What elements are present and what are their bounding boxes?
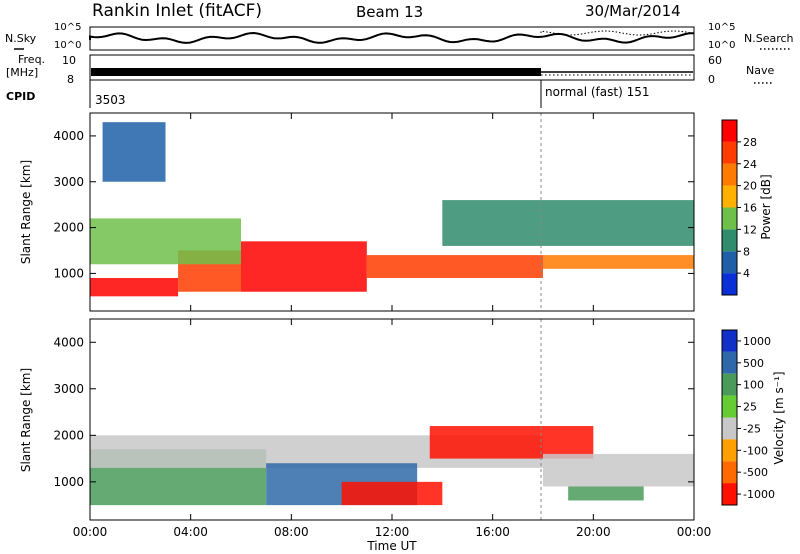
power-region-3 [366, 255, 543, 278]
nsearch-label: N.Search [744, 32, 794, 45]
cpid-label: CPID [6, 90, 35, 103]
power-cbar-swatch [722, 273, 737, 295]
time-tick-label: 16:00 [475, 525, 510, 539]
power-cbar-tick-label: 4 [743, 267, 750, 280]
noise-panel: N.Sky 10^5 10^0 10^5 10^0 N.Search [5, 22, 794, 51]
velocity-cbar-swatch [722, 351, 737, 374]
nsky-label: N.Sky [5, 32, 37, 45]
velocity-cbar-swatch [722, 417, 737, 440]
power-cbar-tick-label: 24 [743, 158, 757, 171]
station-title: Rankin Inlet (fitACF) [92, 1, 262, 21]
power-cbar-label: Power [dB] [759, 174, 773, 239]
power-ytick-label: 2000 [53, 221, 84, 235]
velocity-cbar-tick-label: -500 [743, 466, 768, 479]
cpid-row: CPID 3503 normal (fast) 151 [6, 80, 649, 108]
velocity-cbar-tick-label: -25 [743, 422, 761, 435]
velocity-cbar-tick-label: 25 [743, 401, 757, 414]
power-cbar-swatch [722, 207, 737, 230]
nsearch-tick-high: 10^5 [708, 22, 735, 33]
freq-trace [91, 68, 541, 76]
power-ylabel: Slant Range [km] [19, 160, 33, 264]
power-cbar-swatch [722, 163, 737, 186]
velocity-colorbar: 1000 500 100 25 -25 -100 -500 -1000 Velocity [m… [721, 329, 786, 506]
power-cbar-swatch [722, 120, 737, 142]
velocity-ylabel: Slant Range [km] [19, 368, 33, 472]
velocity-cbar-swatch [722, 439, 737, 462]
velocity-cbar-tick-label: 500 [743, 357, 764, 370]
power-cbar-swatch [722, 141, 737, 164]
time-tick-label: 08:00 [274, 525, 309, 539]
velocity-cbar-swatch [722, 461, 737, 484]
freq-label-1: Freq. [18, 53, 45, 66]
power-panel: 1000 2000 3000 4000 Slant Range [km] [19, 112, 695, 312]
power-region-7 [102, 122, 166, 182]
velocity-cbar-swatch [722, 330, 737, 352]
velocity-cbar-swatch [722, 395, 737, 418]
power-cbar-swatch [722, 229, 737, 252]
velocity-cbar-tick-label: 100 [743, 379, 764, 392]
time-tick-label: 00:00 [677, 525, 712, 539]
power-cbar-swatch [722, 251, 737, 274]
velocity-region-6 [568, 486, 644, 501]
power-region-6 [442, 200, 694, 246]
power-colorbar: 4 8 12 16 20 24 28 Power [dB] [721, 119, 773, 296]
power-region-4 [543, 255, 694, 269]
power-region-2 [241, 241, 367, 292]
power-region-0 [90, 278, 179, 297]
velocity-panel: 1000 2000 3000 4000 00:00 04:00 08:00 12:00 16:… [19, 318, 712, 553]
velocity-ytick-label: 2000 [53, 428, 84, 442]
freq-tick-high: 10 [62, 54, 76, 67]
power-cbar-tick-label: 20 [743, 180, 757, 193]
nsky-tick-low: 10^0 [54, 40, 81, 51]
time-tick-label: 12:00 [375, 525, 410, 539]
velocity-region-3 [341, 481, 443, 506]
nsearch-tick-low: 10^0 [708, 40, 735, 51]
nave-label: Nave [746, 64, 774, 77]
velocity-ytick-label: 1000 [53, 475, 84, 489]
velocity-ytick-label: 4000 [53, 335, 84, 349]
velocity-cbar-tick-label: -100 [743, 444, 768, 457]
velocity-cbar-tick-label: -1000 [743, 488, 775, 501]
power-ytick-label: 3000 [53, 175, 84, 189]
date-title: 30/Mar/2014 [585, 2, 681, 20]
nsky-trace [89, 31, 694, 44]
velocity-cbar-label: Velocity [m s⁻¹] [772, 371, 786, 464]
nsearch-trace [540, 30, 694, 36]
freq-label-2: [MHz] [6, 66, 38, 79]
velocity-cbar-swatch [722, 483, 737, 505]
power-cbar-swatch [722, 185, 737, 208]
velocity-cbar-tick-label: 1000 [743, 335, 771, 348]
time-tick-label: 20:00 [576, 525, 611, 539]
cpid-second: normal (fast) 151 [545, 85, 649, 99]
nsky-tick-high: 10^5 [54, 22, 81, 33]
power-cbar-tick-label: 28 [743, 136, 757, 149]
cpid-first: 3503 [95, 93, 126, 107]
beam-title: Beam 13 [356, 3, 423, 21]
velocity-region-5 [543, 453, 694, 487]
power-ytick-label: 1000 [53, 266, 84, 280]
time-tick-label: 00:00 [73, 525, 108, 539]
freq-panel: Freq. [MHz] 10 8 60 0 Nave [6, 53, 774, 86]
power-region-5 [90, 218, 241, 265]
power-cbar-tick-label: 8 [743, 245, 750, 258]
nave-tick-low: 0 [708, 73, 715, 86]
power-cbar-tick-label: 12 [743, 223, 757, 236]
velocity-ytick-label: 3000 [53, 382, 84, 396]
time-xlabel: Time UT [366, 539, 417, 553]
velocity-region-4 [429, 426, 594, 459]
velocity-cbar-swatch [722, 373, 737, 396]
nave-tick-high: 60 [708, 54, 722, 67]
power-ytick-label: 4000 [53, 129, 84, 143]
power-cbar-tick-label: 16 [743, 202, 757, 215]
time-tick-label: 04:00 [173, 525, 208, 539]
freq-tick-low: 8 [67, 73, 74, 86]
